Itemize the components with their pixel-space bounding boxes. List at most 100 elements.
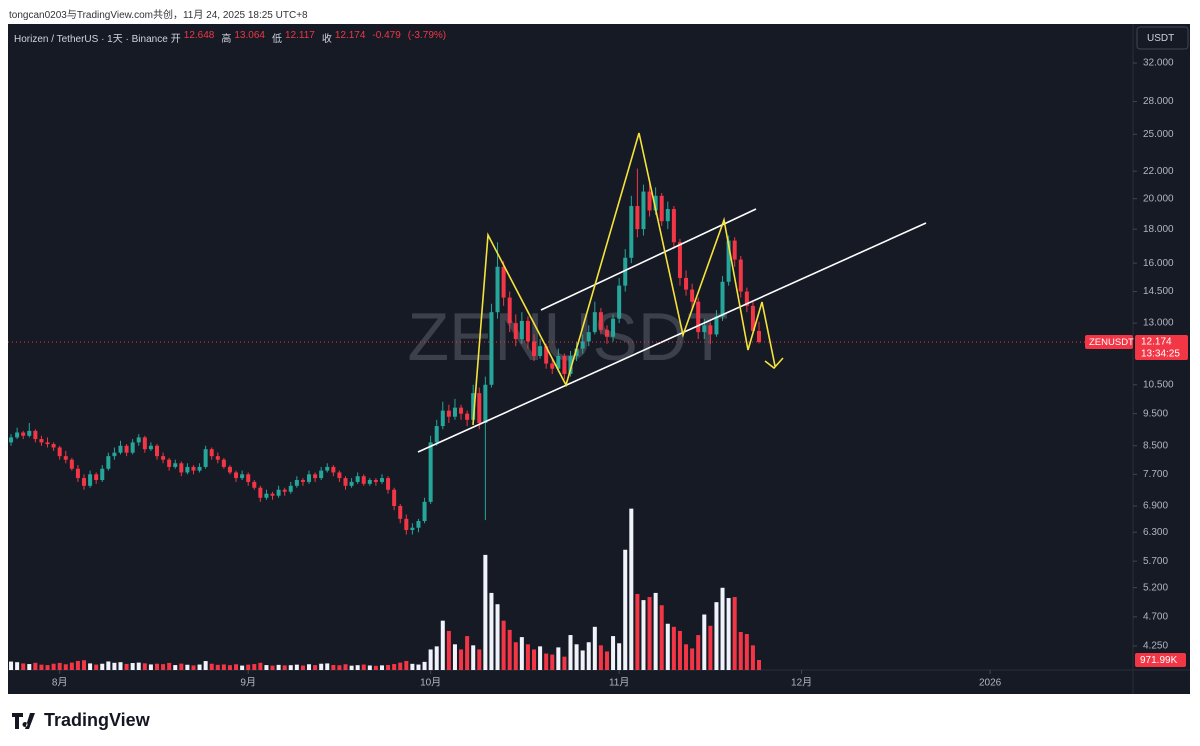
y-tick-label: 5.200 (1143, 582, 1168, 593)
currency-label[interactable]: USDT (1147, 33, 1174, 44)
candle-body (234, 472, 239, 479)
volume-bar (142, 663, 147, 670)
volume-bar (489, 592, 494, 670)
chart-panel (8, 24, 1190, 694)
candle-body (556, 355, 561, 369)
volume-bar (495, 604, 500, 670)
volume-bar (635, 593, 640, 670)
candle-body (197, 466, 202, 471)
candle-body (343, 478, 348, 486)
candle-body (744, 291, 749, 306)
candle-body (750, 305, 755, 332)
candle-body (684, 277, 689, 290)
candle-body (440, 410, 445, 427)
volume-bar (227, 665, 232, 670)
volume-bar (422, 661, 427, 670)
volume-bar (282, 665, 287, 670)
candle-body (264, 493, 269, 498)
volume-bar (629, 508, 634, 670)
legend-value: 12.648 (183, 30, 215, 41)
candle-body (580, 341, 585, 349)
volume-tag-label: 971.99K (1140, 655, 1178, 666)
volume-bar (337, 665, 342, 670)
candle-body (757, 331, 762, 343)
price-tag-label: 12.174 (1141, 337, 1172, 348)
candle-body (507, 297, 512, 324)
candle-body (598, 312, 603, 330)
volume-bar (507, 629, 512, 670)
volume-bar (544, 653, 549, 670)
volume-bar (191, 665, 196, 670)
x-tick-label: 10月 (420, 677, 441, 689)
volume-bar (434, 646, 439, 670)
candle-body (270, 493, 275, 496)
candle-body (422, 501, 427, 522)
candle-body (355, 476, 360, 482)
volume-bar (45, 665, 50, 670)
candle-body (483, 384, 488, 423)
volume-bar (398, 662, 403, 670)
candle-body (118, 445, 123, 453)
candle-body (39, 439, 44, 443)
arrow-head (764, 357, 784, 370)
candle-body (696, 301, 701, 333)
candle-body (167, 459, 172, 467)
candle-body (276, 489, 281, 496)
volume-tag (1135, 653, 1186, 667)
volume-bar (538, 646, 543, 670)
volume-bar (240, 665, 245, 670)
candle-body (586, 332, 591, 342)
volume-bar (106, 661, 111, 670)
volume-bar (611, 636, 616, 670)
currency-button[interactable] (1136, 26, 1189, 50)
volume-bar (525, 644, 530, 670)
candle-body (562, 355, 567, 374)
volume-bar (63, 664, 68, 670)
candle-body (349, 481, 354, 486)
candle-body (459, 407, 464, 414)
legend-value: 12.174 (334, 30, 366, 41)
volume-bar (580, 650, 585, 670)
brand: TradingView (12, 710, 150, 731)
brand-name: TradingView (44, 710, 150, 730)
volume-bar (665, 623, 670, 670)
candle-body (373, 480, 378, 482)
volume-bar (574, 644, 579, 670)
legend-label: 收 (321, 34, 332, 45)
candle-body (726, 240, 731, 282)
volume-bar (197, 664, 202, 670)
volume-bar (446, 630, 451, 670)
volume-bar (349, 665, 354, 670)
x-tick-label: 8月 (52, 677, 68, 689)
candle-body (708, 325, 713, 335)
candle-body (647, 191, 652, 211)
candle-body (191, 466, 196, 471)
volume-bar (361, 664, 366, 670)
volume-bar (532, 649, 537, 670)
volume-bar (148, 664, 153, 670)
y-tick-label: 6.300 (1143, 527, 1168, 538)
candle-body (69, 459, 74, 469)
candle-body (15, 432, 20, 438)
volume-bar (15, 662, 20, 670)
candle-body (294, 480, 299, 486)
candle-body (325, 466, 330, 471)
candle-body (124, 445, 129, 453)
volume-bar (568, 635, 573, 670)
candle-body (702, 325, 707, 333)
candle-body (112, 452, 117, 457)
volume-bar (21, 663, 26, 670)
y-tick-label: 5.700 (1143, 556, 1168, 567)
candle-body (75, 468, 80, 479)
volume-bar (118, 662, 123, 670)
volume-bar (641, 600, 646, 670)
volume-bar (331, 664, 336, 670)
candle-body (471, 393, 476, 420)
y-tick-label: 6.900 (1143, 501, 1168, 512)
volume-bar (39, 664, 44, 670)
volume-bar (209, 663, 214, 670)
axes: 32.000 28.000 25.000 22.000 20.000 18.000 16.0… (8, 58, 1174, 689)
y-tick-label: 16.000 (1143, 258, 1174, 269)
volume-bar (702, 614, 707, 670)
